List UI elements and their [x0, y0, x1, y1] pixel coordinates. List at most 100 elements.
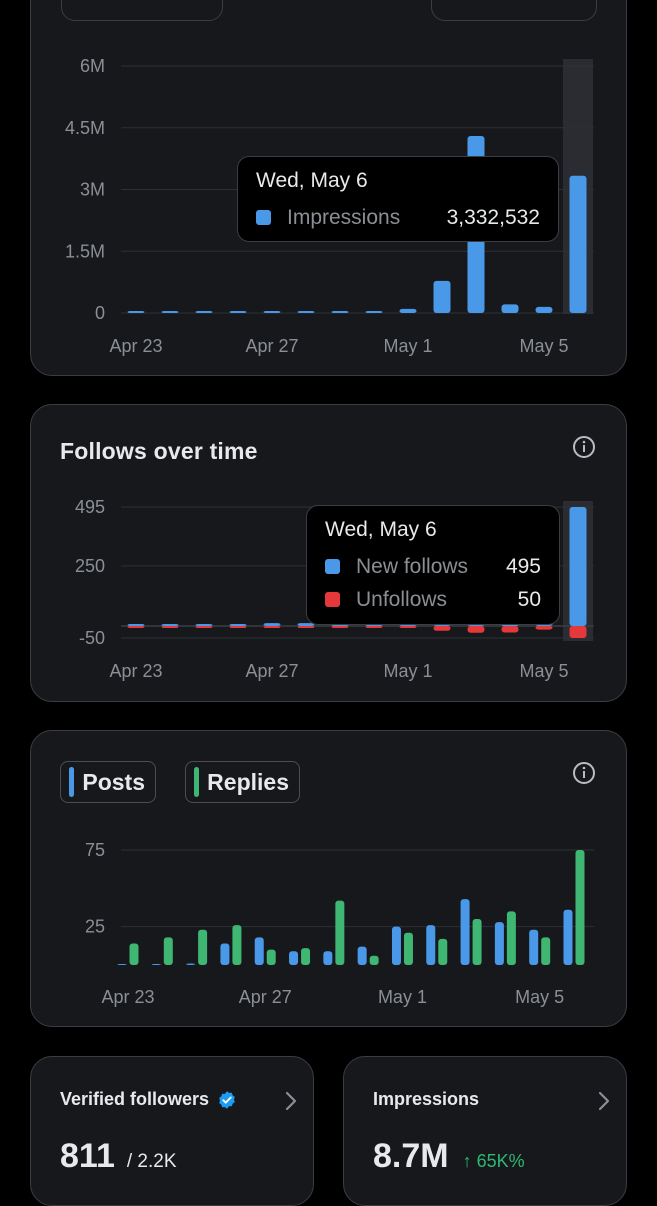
bar-new-follows — [161, 623, 179, 626]
posts-chip-label: Posts — [82, 768, 145, 795]
stat-value-text: 8.7M — [373, 1137, 449, 1175]
bar-posts — [563, 909, 573, 965]
impressions-stat-card[interactable]: Impressions 8.7M ↑ 65K% — [343, 1056, 627, 1206]
bar-impressions — [501, 304, 519, 313]
bar-impressions — [229, 311, 247, 313]
bar-impressions — [127, 311, 145, 313]
tooltip-date: Wed, May 6 — [325, 518, 437, 541]
bar-posts — [151, 964, 161, 965]
bar-replies — [369, 955, 379, 965]
y-tick-label: 495 — [75, 497, 105, 517]
chevron-right-icon[interactable] — [596, 1089, 612, 1113]
tooltip-row-new-follows: New follows 495 — [325, 550, 541, 583]
bar-unfollows — [433, 625, 451, 631]
tooltip-row-unfollows: Unfollows 50 — [325, 583, 541, 616]
bar-posts — [460, 899, 470, 965]
y-tick-label: 25 — [85, 917, 105, 937]
x-tick-label: Apr 27 — [245, 336, 298, 356]
bar-unfollows — [569, 625, 587, 638]
x-tick-label: Apr 23 — [109, 661, 162, 681]
info-icon[interactable] — [572, 761, 596, 785]
tooltip-value: 3,332,532 — [446, 205, 540, 229]
replies-chip-label: Replies — [207, 768, 289, 795]
chevron-right-icon[interactable] — [283, 1089, 299, 1113]
x-tick-label: Apr 27 — [239, 987, 292, 1007]
bar-unfollows — [399, 625, 417, 628]
stat-label-text: Impressions — [373, 1089, 480, 1109]
verified-badge-icon — [219, 1090, 235, 1109]
top-left-filter-pill[interactable] — [61, 0, 223, 21]
bar-new-follows — [569, 507, 587, 626]
impressions-stat-label: Impressions — [373, 1089, 479, 1110]
stat-label-text: Verified followers — [60, 1089, 210, 1109]
follows-chart-card: Follows over time 495 250 -50 Apr 23 Apr 27 M… — [30, 404, 627, 702]
x-tick-label: Apr 27 — [245, 661, 298, 681]
bar-unfollows — [365, 625, 383, 628]
bar-replies — [438, 938, 448, 965]
bar-posts — [529, 929, 539, 965]
bar-replies — [541, 937, 551, 965]
bar-replies — [472, 919, 482, 965]
x-tick-label: May 1 — [383, 336, 432, 356]
impressions-tooltip: Wed, May 6 Impressions 3,332,532 — [237, 156, 559, 242]
tooltip-label: Impressions — [287, 205, 401, 229]
bar-unfollows — [331, 625, 349, 628]
replies-color-bar — [194, 767, 200, 797]
bar-posts — [220, 943, 230, 965]
bar-unfollows — [263, 625, 281, 628]
bar-posts — [323, 951, 333, 965]
bar-unfollows — [535, 625, 553, 630]
replies-filter-chip[interactable]: Replies — [185, 761, 300, 803]
follows-tooltip: Wed, May 6 New follows 495 Unfollows 50 — [306, 505, 560, 625]
bar-posts — [391, 926, 401, 965]
bar-impressions — [297, 311, 315, 313]
bar-posts — [186, 963, 196, 965]
tooltip-label: Unfollows — [356, 587, 448, 611]
bar-posts — [254, 937, 264, 965]
bar-unfollows — [161, 625, 179, 628]
bar-new-follows — [297, 623, 315, 626]
posts-filter-chip[interactable]: Posts — [60, 761, 156, 803]
tooltip-value: 495 — [505, 554, 541, 578]
bar-impressions — [161, 311, 179, 313]
bar-impressions — [535, 306, 553, 313]
follows-card-title: Follows over time — [60, 438, 258, 464]
tooltip-label: New follows — [356, 554, 469, 578]
bar-new-follows — [127, 623, 145, 626]
tooltip-row-impressions: Impressions 3,332,532 — [256, 201, 540, 234]
y-tick-label: 250 — [75, 556, 105, 576]
x-tick-label: May 5 — [519, 336, 568, 356]
posts-replies-bar-chart[interactable]: 75 25 Apr 23 Apr 27 May 1 May 5 — [31, 731, 627, 1027]
bar-replies — [129, 943, 139, 965]
tooltip-date: Wed, May 6 — [256, 169, 368, 192]
bar-replies — [575, 850, 585, 965]
stat-delta-text: ↑ 65K% — [462, 1151, 525, 1171]
stat-sub-text: / 2.2K — [126, 1151, 177, 1172]
x-tick-label: May 5 — [519, 661, 568, 681]
verified-followers-label: Verified followers — [60, 1089, 237, 1110]
bar-posts — [117, 964, 127, 965]
bar-posts — [426, 925, 436, 965]
posts-color-bar — [69, 767, 75, 797]
bar-replies — [163, 937, 173, 965]
bar-impressions — [331, 311, 349, 313]
bar-replies — [403, 932, 413, 965]
bar-replies — [335, 900, 345, 965]
new-follows-swatch — [325, 559, 340, 574]
info-icon[interactable] — [572, 435, 596, 459]
y-tick-label: 0 — [95, 303, 105, 323]
bar-unfollows — [195, 625, 213, 628]
x-tick-label: Apr 23 — [109, 336, 162, 356]
x-tick-label: May 5 — [515, 987, 564, 1007]
impressions-chart-card: 6M 4.5M 3M 1.5M 0 Apr 23 Apr 27 May 1 May 5 Wed,… — [30, 0, 627, 376]
y-tick-label: -50 — [79, 628, 105, 648]
y-tick-label: 75 — [85, 840, 105, 860]
verified-followers-card[interactable]: Verified followers 811 / 2.2K — [30, 1056, 314, 1206]
impressions-swatch — [256, 210, 271, 225]
bar-impressions — [195, 311, 213, 313]
x-tick-label: May 1 — [378, 987, 427, 1007]
top-right-filter-pill[interactable] — [431, 0, 597, 21]
bar-replies — [506, 911, 516, 965]
bar-replies — [301, 948, 311, 965]
tooltip-value: 50 — [517, 587, 541, 611]
